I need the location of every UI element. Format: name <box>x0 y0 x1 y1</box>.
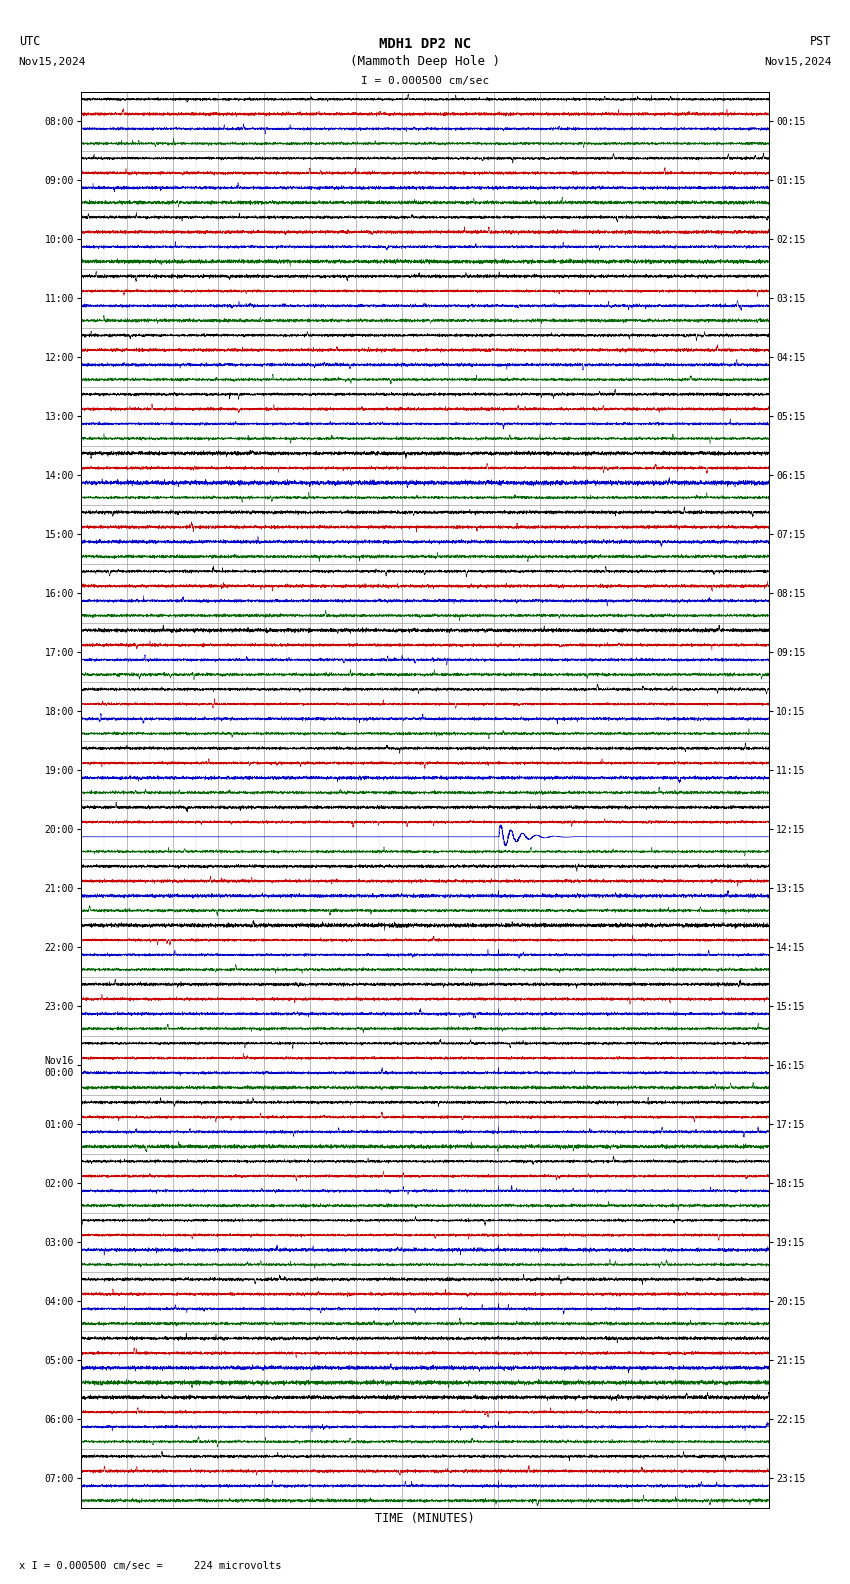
X-axis label: TIME (MINUTES): TIME (MINUTES) <box>375 1513 475 1525</box>
Text: x I = 0.000500 cm/sec =     224 microvolts: x I = 0.000500 cm/sec = 224 microvolts <box>19 1562 281 1571</box>
Text: PST: PST <box>810 35 831 48</box>
Text: Nov15,2024: Nov15,2024 <box>19 57 86 67</box>
Text: (Mammoth Deep Hole ): (Mammoth Deep Hole ) <box>350 55 500 68</box>
Text: MDH1 DP2 NC: MDH1 DP2 NC <box>379 36 471 51</box>
Text: I = 0.000500 cm/sec: I = 0.000500 cm/sec <box>361 76 489 86</box>
Text: UTC: UTC <box>19 35 40 48</box>
Text: Nov15,2024: Nov15,2024 <box>764 57 831 67</box>
